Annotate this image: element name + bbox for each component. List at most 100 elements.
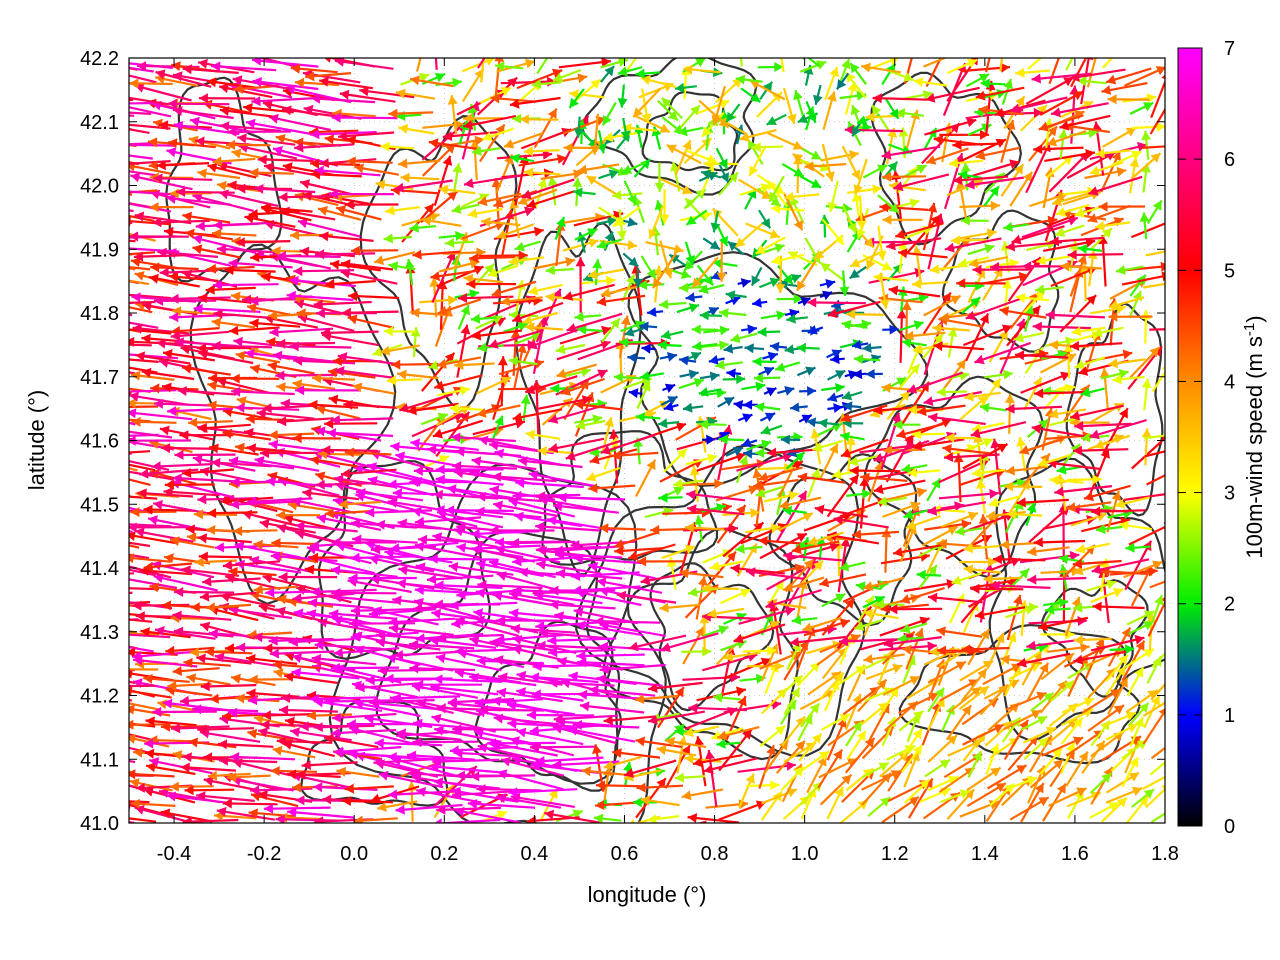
wind-arrow-head <box>104 457 114 467</box>
wind-arrow-head <box>770 523 781 534</box>
wind-arrow-head <box>227 180 237 191</box>
wind-arrow-head <box>705 750 715 760</box>
wind-arrow-shaft <box>1150 79 1165 118</box>
wind-arrow-head <box>339 89 350 100</box>
wind-arrow-head <box>592 744 602 754</box>
wind-arrow-head <box>852 721 862 732</box>
wind-arrow-head <box>129 391 139 402</box>
wind-arrow-head <box>1063 77 1074 87</box>
wind-arrow-head <box>173 120 184 131</box>
wind-arrow-shaft <box>262 575 318 591</box>
wind-arrow-shaft <box>396 730 462 737</box>
wind-arrow-head <box>311 93 321 104</box>
wind-arrow-head <box>87 140 96 150</box>
wind-arrow-head <box>841 319 852 330</box>
wind-arrow-head <box>633 278 643 288</box>
wind-arrow-shaft <box>387 755 457 762</box>
wind-arrow-head <box>410 438 420 449</box>
wind-arrow-shaft <box>1010 96 1068 112</box>
wind-arrow-head <box>1143 610 1155 620</box>
wind-arrow-head <box>377 802 387 812</box>
wind-arrow-shaft <box>337 131 395 138</box>
wind-arrow-head <box>188 737 198 748</box>
wind-arrow-head <box>474 697 484 708</box>
wind-arrow-head <box>718 158 728 169</box>
wind-arrow-head <box>707 453 718 464</box>
wind-arrow-head <box>1135 640 1145 651</box>
wind-arrow-head <box>263 803 273 814</box>
wind-arrow-head <box>1038 621 1048 631</box>
wind-arrow-head <box>297 218 308 229</box>
wind-arrow-head <box>529 725 540 736</box>
wind-arrow-head <box>207 380 218 391</box>
wind-arrow-head <box>250 364 261 374</box>
wind-arrow-shaft <box>314 643 381 650</box>
wind-arrow-shaft <box>129 587 159 591</box>
wind-arrow-shaft <box>1145 250 1165 257</box>
wind-arrow-head <box>380 141 390 152</box>
wind-arrow-shaft <box>455 450 522 457</box>
wind-arrow-head <box>233 336 243 347</box>
wind-arrow-head <box>770 780 780 791</box>
wind-arrow-head <box>275 134 286 144</box>
wind-arrow-head <box>129 719 134 730</box>
wind-arrow-head <box>755 244 766 254</box>
wind-arrow-head <box>338 499 348 510</box>
wind-arrow-head <box>272 660 283 670</box>
wind-arrow-head <box>231 386 241 397</box>
wind-arrow-head <box>219 106 230 116</box>
wind-arrow-shaft <box>398 567 463 580</box>
wind-arrow-head <box>276 510 286 521</box>
wind-arrow-head <box>330 415 340 425</box>
wind-arrow-head <box>907 467 917 478</box>
wind-arrow-head <box>847 222 857 233</box>
wind-arrow-head <box>116 466 126 476</box>
wind-arrow-head <box>132 651 142 662</box>
wind-arrow-shaft <box>837 537 848 593</box>
wind-arrow-head <box>333 647 344 658</box>
wind-arrow-head <box>728 523 738 534</box>
wind-arrow-head <box>495 634 505 645</box>
wind-arrow-head <box>410 307 420 318</box>
wind-arrow-head <box>738 455 749 466</box>
wind-arrow-head <box>330 728 341 738</box>
wind-arrow-head <box>751 275 761 286</box>
wind-arrow-head <box>675 422 686 432</box>
wind-arrow-head <box>89 151 99 161</box>
wind-arrow-shaft <box>544 812 600 823</box>
wind-arrow-head <box>1069 550 1080 561</box>
wind-arrow-shaft <box>575 623 644 637</box>
wind-arrow-shaft <box>292 592 355 601</box>
wind-arrow-head <box>970 687 981 697</box>
wind-arrow-head <box>222 711 232 721</box>
wind-arrow-shaft <box>135 614 191 619</box>
wind-arrow-head <box>600 287 611 298</box>
wind-arrow-head <box>684 260 695 271</box>
wind-arrow-shaft <box>432 818 501 823</box>
wind-arrow-head <box>674 726 684 737</box>
wind-arrow-head <box>315 471 326 482</box>
wind-arrow-head <box>866 259 876 270</box>
wind-arrow-head <box>740 588 751 598</box>
wind-arrow-shaft <box>237 136 296 146</box>
wind-arrow-head <box>140 627 150 637</box>
wind-arrow-head <box>744 343 754 354</box>
wind-arrow-head <box>1044 167 1055 178</box>
wind-arrow-head <box>113 349 122 359</box>
wind-arrow-head <box>849 269 860 279</box>
wind-arrow-shaft <box>319 79 373 90</box>
wind-arrow-head <box>698 387 709 397</box>
wind-arrow-head <box>227 772 237 783</box>
wind-arrow-head <box>324 134 334 145</box>
wind-arrow-head <box>876 250 887 261</box>
wind-arrow-head <box>888 203 899 213</box>
wind-arrow-head <box>927 565 937 576</box>
wind-arrow-shaft <box>269 327 334 334</box>
wind-arrow-head <box>811 468 821 479</box>
wind-arrow-shaft <box>1130 222 1165 239</box>
wind-arrow-head <box>162 382 172 393</box>
wind-arrow-head <box>432 756 442 767</box>
wind-arrow-head <box>106 523 115 533</box>
wind-arrow-head <box>909 364 920 375</box>
wind-arrow-head <box>967 511 978 521</box>
